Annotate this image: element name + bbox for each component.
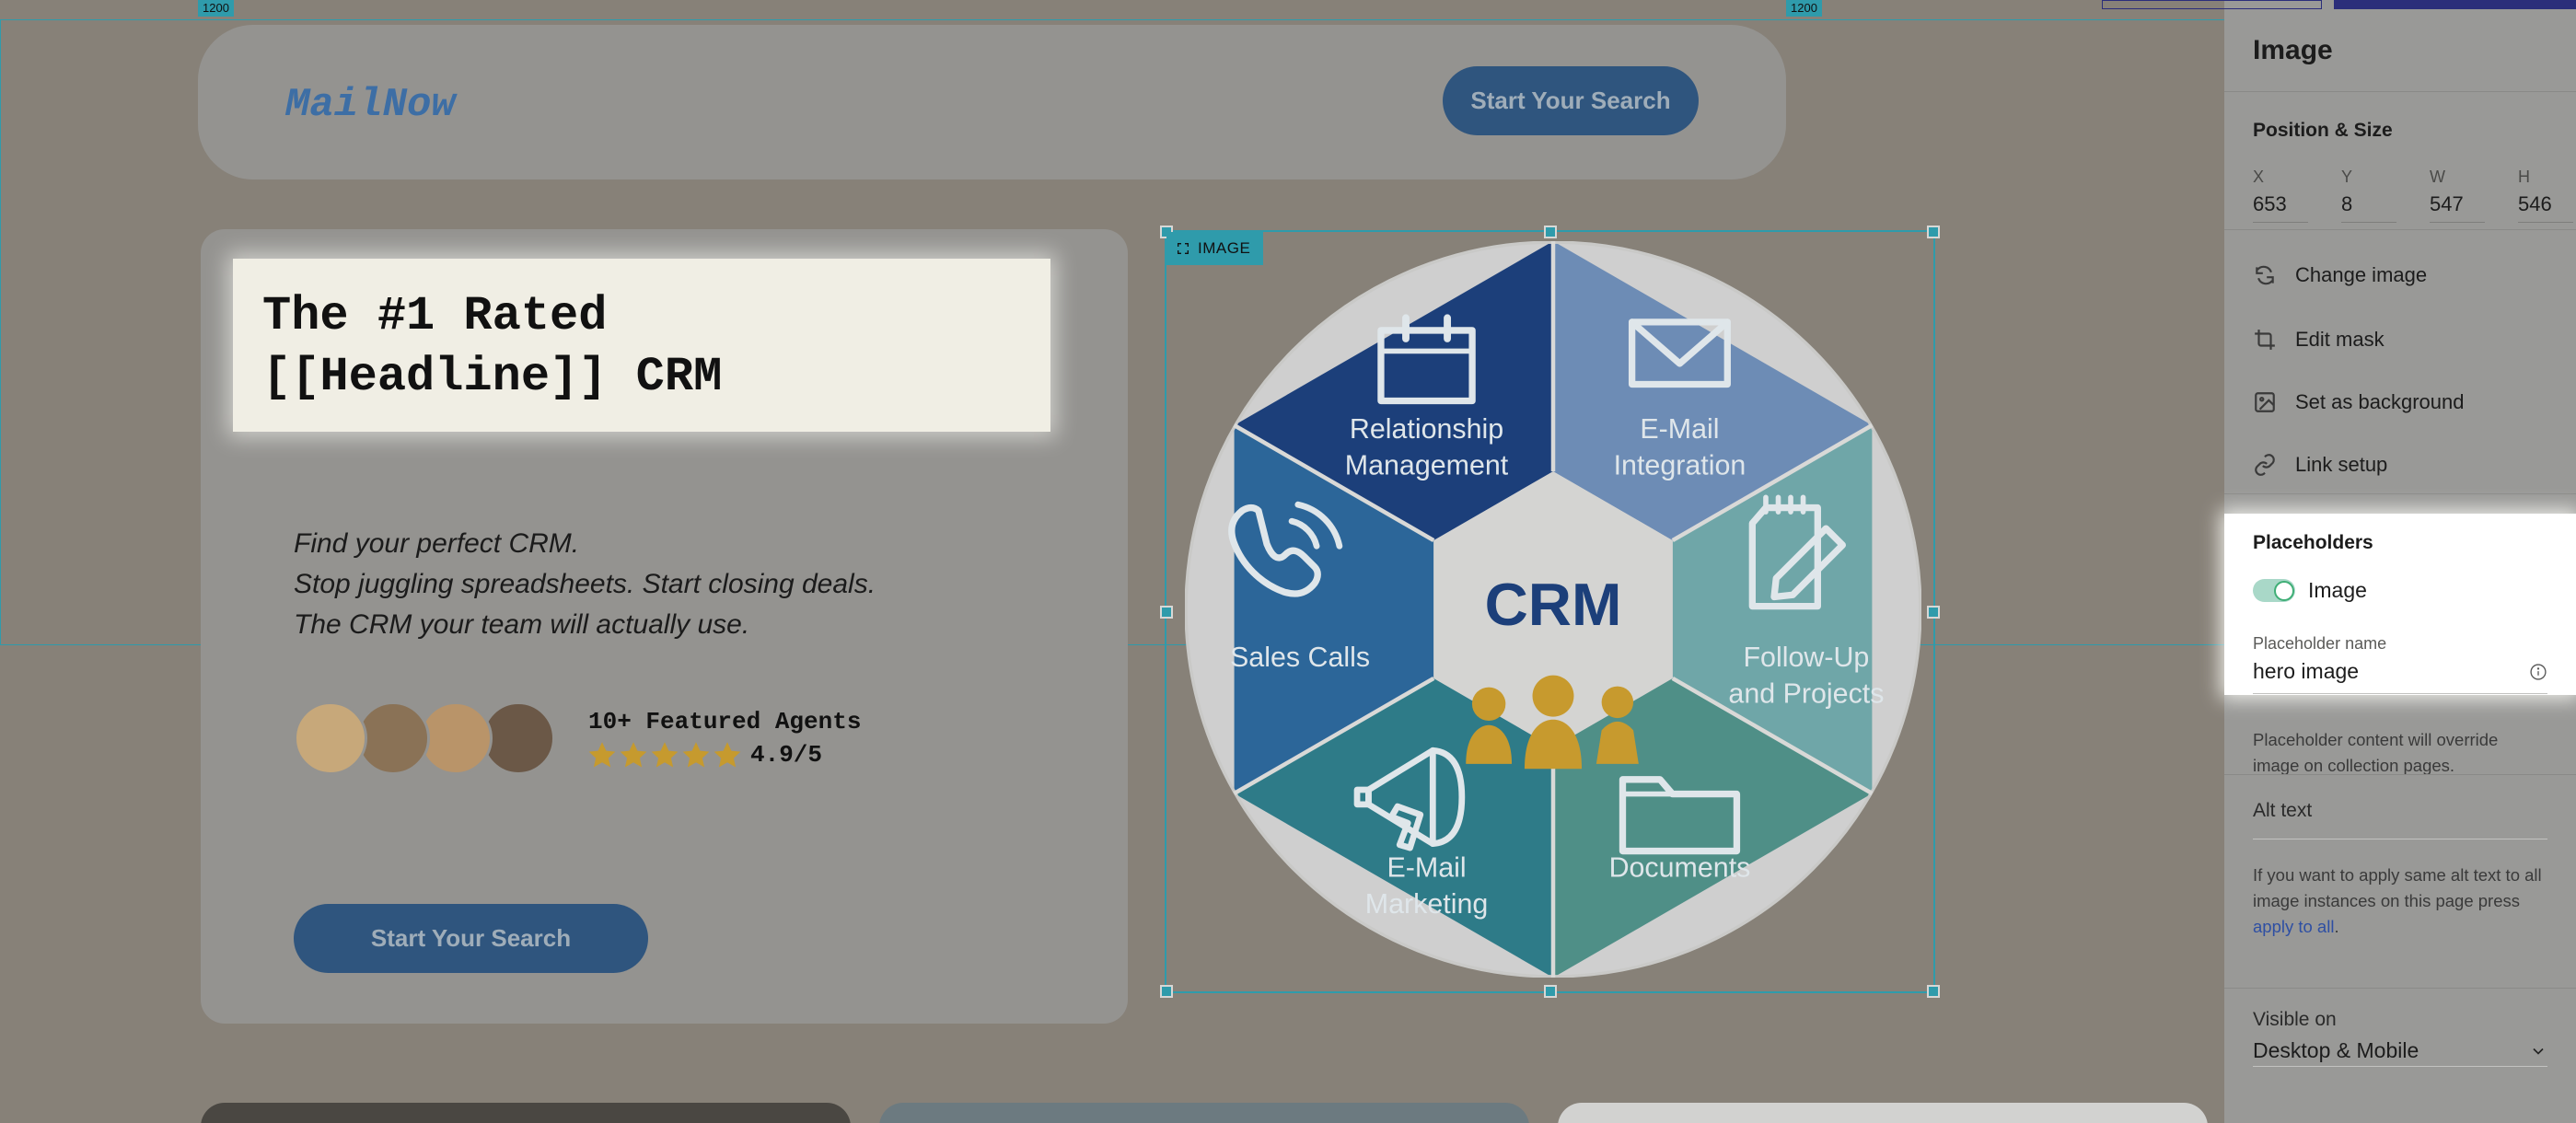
svg-text:E-Mail: E-Mail xyxy=(1387,852,1466,884)
svg-text:Follow-Up: Follow-Up xyxy=(1744,642,1870,673)
svg-text:Management: Management xyxy=(1345,450,1509,481)
svg-text:E-Mail: E-Mail xyxy=(1640,413,1719,445)
svg-text:and Projects: and Projects xyxy=(1728,677,1884,709)
svg-text:Marketing: Marketing xyxy=(1365,888,1489,920)
svg-text:CRM: CRM xyxy=(1485,571,1622,638)
svg-text:Sales Calls: Sales Calls xyxy=(1230,642,1370,673)
svg-text:Integration: Integration xyxy=(1614,450,1746,481)
svg-text:Relationship: Relationship xyxy=(1350,413,1503,445)
svg-text:Documents: Documents xyxy=(1609,852,1751,884)
